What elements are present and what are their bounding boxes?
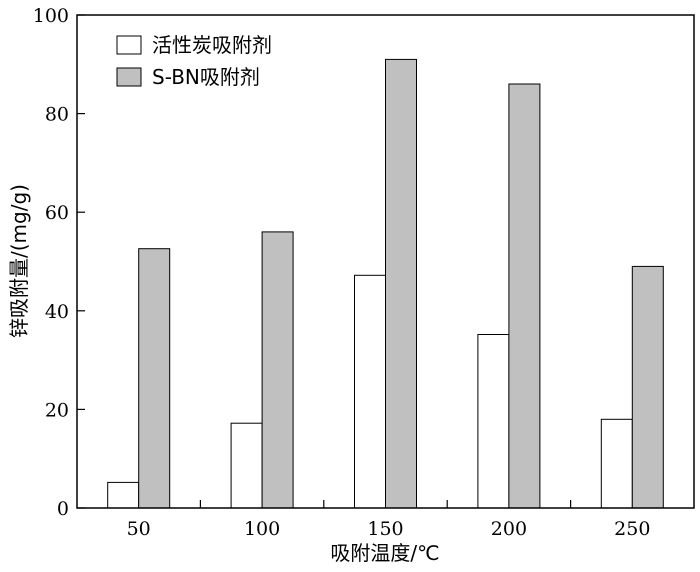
y-tick-label-100: 100	[33, 5, 69, 27]
bar-s-bn-100	[261, 231, 294, 509]
bar-activated-carbon-100	[230, 422, 263, 509]
plot-frame	[76, 14, 695, 509]
y-tick-label-0: 0	[57, 498, 69, 520]
x-tick-label-100: 100	[244, 518, 280, 540]
y-tick-label-20: 20	[45, 399, 69, 421]
bar-activated-carbon-250	[600, 418, 633, 509]
bar-activated-carbon-150	[354, 274, 386, 509]
bar-s-bn-150	[385, 58, 417, 509]
legend-label-activated-carbon: 活性炭吸附剂	[152, 33, 272, 57]
y-axis-title: 锌吸附量/(mg/g)	[7, 184, 31, 338]
bar-activated-carbon-200	[477, 334, 510, 509]
legend-swatch-s-bn	[116, 67, 142, 87]
legend-swatch-activated-carbon	[116, 35, 142, 55]
x-tick-label-150: 150	[367, 518, 403, 540]
bar-activated-carbon-50	[107, 481, 140, 509]
y-tick-label-40: 40	[45, 301, 69, 323]
bar-s-bn-200	[508, 83, 541, 509]
legend: 活性炭吸附剂 S-BN吸附剂	[116, 33, 272, 89]
legend-label-s-bn: S-BN吸附剂	[152, 65, 260, 89]
x-axis-title: 吸附温度/℃	[330, 541, 439, 565]
bar-s-bn-250	[631, 265, 664, 509]
x-tick-label-200: 200	[491, 518, 527, 540]
x-tick-label-50: 50	[127, 518, 151, 540]
x-tick-label-250: 250	[614, 518, 650, 540]
y-tick-label-80: 80	[45, 104, 69, 126]
y-axis: 0 20 40 60 80 100	[33, 5, 85, 520]
y-tick-label-60: 60	[45, 202, 69, 224]
x-axis: 50 100 150 200 250	[127, 500, 650, 540]
bars-group	[107, 58, 664, 509]
bar-s-bn-50	[138, 248, 171, 509]
